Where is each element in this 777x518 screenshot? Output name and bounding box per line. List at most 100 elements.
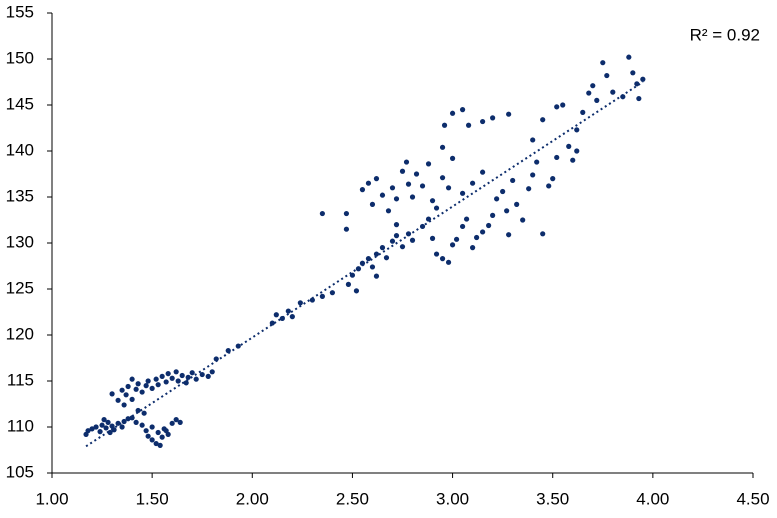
data-point: [439, 256, 446, 262]
data-point: [107, 429, 113, 436]
data-point: [103, 425, 109, 431]
data-point: [159, 373, 165, 379]
y-tick-label: 135: [6, 186, 34, 205]
data-point: [566, 143, 572, 149]
data-point: [163, 428, 169, 434]
data-point: [383, 255, 390, 261]
data-point: [413, 171, 420, 177]
data-point: [500, 188, 506, 195]
data-point: [173, 369, 179, 375]
trendline: [85, 81, 644, 448]
data-point: [480, 229, 486, 235]
data-point: [179, 372, 185, 379]
data-point: [419, 183, 426, 189]
data-point: [309, 297, 315, 303]
data-point: [470, 245, 476, 251]
x-tick-label: 4.50: [736, 489, 769, 508]
data-point: [393, 196, 400, 202]
data-point: [429, 198, 436, 204]
data-point: [97, 429, 103, 435]
data-point: [540, 231, 546, 237]
data-point: [470, 180, 476, 186]
y-tick-label: 150: [6, 48, 34, 67]
data-point: [373, 251, 380, 257]
data-point: [373, 273, 380, 279]
data-point: [193, 376, 199, 382]
data-point: [129, 396, 135, 402]
data-point: [409, 194, 416, 200]
y-tick-label: 120: [6, 324, 34, 343]
y-tick-label: 125: [6, 278, 34, 297]
data-point: [143, 383, 149, 389]
data-point: [343, 210, 350, 217]
data-point: [405, 181, 412, 187]
data-point: [459, 190, 466, 196]
data-point: [149, 437, 155, 443]
data-point: [494, 196, 500, 202]
data-point: [445, 185, 452, 191]
data-point: [153, 376, 159, 382]
data-point: [155, 382, 161, 388]
data-point: [459, 107, 466, 113]
data-point: [139, 422, 145, 428]
r-squared-annotation: R² = 0.92: [690, 25, 760, 44]
data-point: [429, 235, 436, 241]
y-tick-label: 155: [6, 2, 34, 21]
data-point: [590, 83, 596, 89]
data-point: [399, 168, 406, 174]
data-point: [439, 175, 446, 181]
data-point: [365, 256, 372, 262]
data-point: [441, 122, 448, 128]
data-point: [626, 54, 632, 60]
data-point: [99, 422, 105, 428]
data-point: [133, 419, 139, 425]
data-point: [506, 232, 512, 238]
data-point: [439, 144, 446, 150]
data-point: [486, 222, 492, 229]
data-point: [119, 387, 125, 393]
data-point: [514, 201, 520, 207]
data-point: [89, 426, 95, 432]
data-point: [141, 410, 147, 416]
data-point: [610, 89, 616, 95]
data-point: [570, 157, 576, 163]
data-point: [510, 177, 516, 184]
data-point: [490, 115, 496, 121]
data-point: [343, 226, 350, 232]
data-point: [409, 237, 416, 243]
data-point: [123, 392, 129, 398]
data-point: [145, 433, 151, 439]
data-point: [169, 420, 175, 426]
y-tick-label: 115: [7, 370, 34, 389]
y-tick-label: 145: [6, 94, 34, 113]
data-point: [459, 223, 466, 230]
data-point: [530, 137, 536, 143]
data-point: [480, 169, 486, 175]
data-point: [213, 356, 219, 362]
data-point: [149, 424, 155, 430]
data-point: [385, 208, 392, 214]
data-point: [389, 185, 396, 191]
data-point: [554, 104, 560, 110]
y-tick-label: 140: [6, 140, 34, 159]
data-point: [574, 127, 580, 133]
data-point: [379, 245, 386, 251]
x-tick-label: 2.50: [336, 489, 369, 508]
data-point: [93, 424, 99, 430]
data-point: [319, 210, 325, 217]
data-point: [373, 176, 380, 182]
y-tick-label: 105: [6, 462, 34, 481]
data-point: [463, 216, 470, 222]
data-point: [129, 376, 135, 382]
data-point: [135, 381, 141, 387]
data-point: [85, 428, 91, 434]
data-point: [139, 389, 145, 395]
data-point: [115, 420, 121, 426]
x-tick-label: 4.00: [636, 489, 669, 508]
data-point: [153, 440, 159, 447]
data-point: [353, 288, 360, 294]
data-point: [165, 371, 171, 377]
data-point: [449, 110, 456, 116]
data-point: [634, 81, 640, 87]
